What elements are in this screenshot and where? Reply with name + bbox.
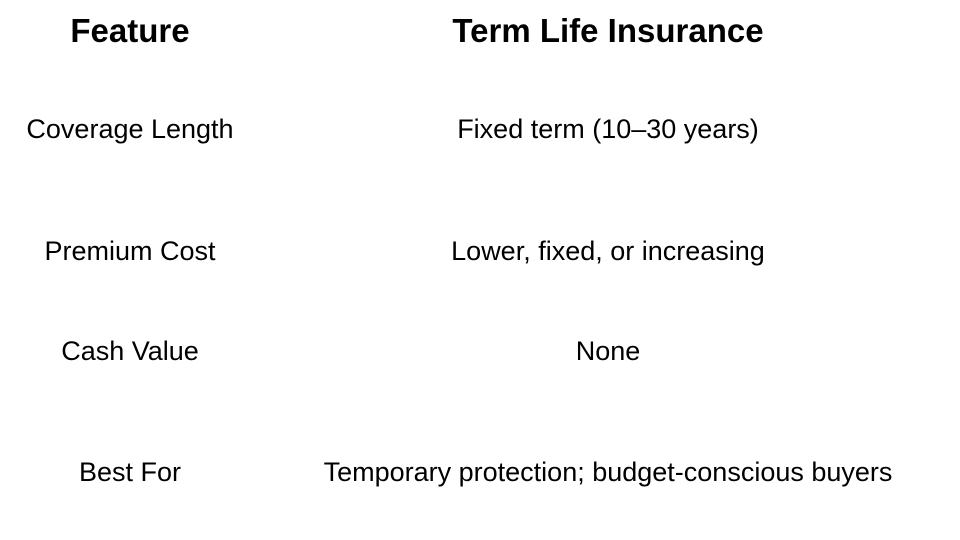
column-header-feature: Feature: [70, 11, 190, 49]
table-row: Best For Temporary protection; budget-co…: [0, 442, 960, 502]
row-value-best-for: Temporary protection; budget-conscious b…: [323, 457, 893, 487]
row-label-coverage-length: Coverage Length: [26, 114, 234, 144]
row-label-best-for: Best For: [78, 457, 182, 487]
row-value-coverage-length: Fixed term (10–30 years): [457, 114, 759, 144]
table-row: Premium Cost Lower, fixed, or increasing: [0, 221, 960, 281]
row-value-premium-cost: Lower, fixed, or increasing: [451, 236, 765, 266]
row-value-cash-value: None: [575, 336, 641, 366]
table-row: Coverage Length Fixed term (10–30 years): [0, 99, 960, 159]
table-row: Cash Value None: [0, 321, 960, 381]
column-header-term-life-insurance: Term Life Insurance: [452, 11, 764, 49]
row-label-premium-cost: Premium Cost: [44, 236, 216, 266]
table-header-row: Feature Term Life Insurance: [0, 0, 960, 61]
row-label-cash-value: Cash Value: [61, 336, 199, 366]
